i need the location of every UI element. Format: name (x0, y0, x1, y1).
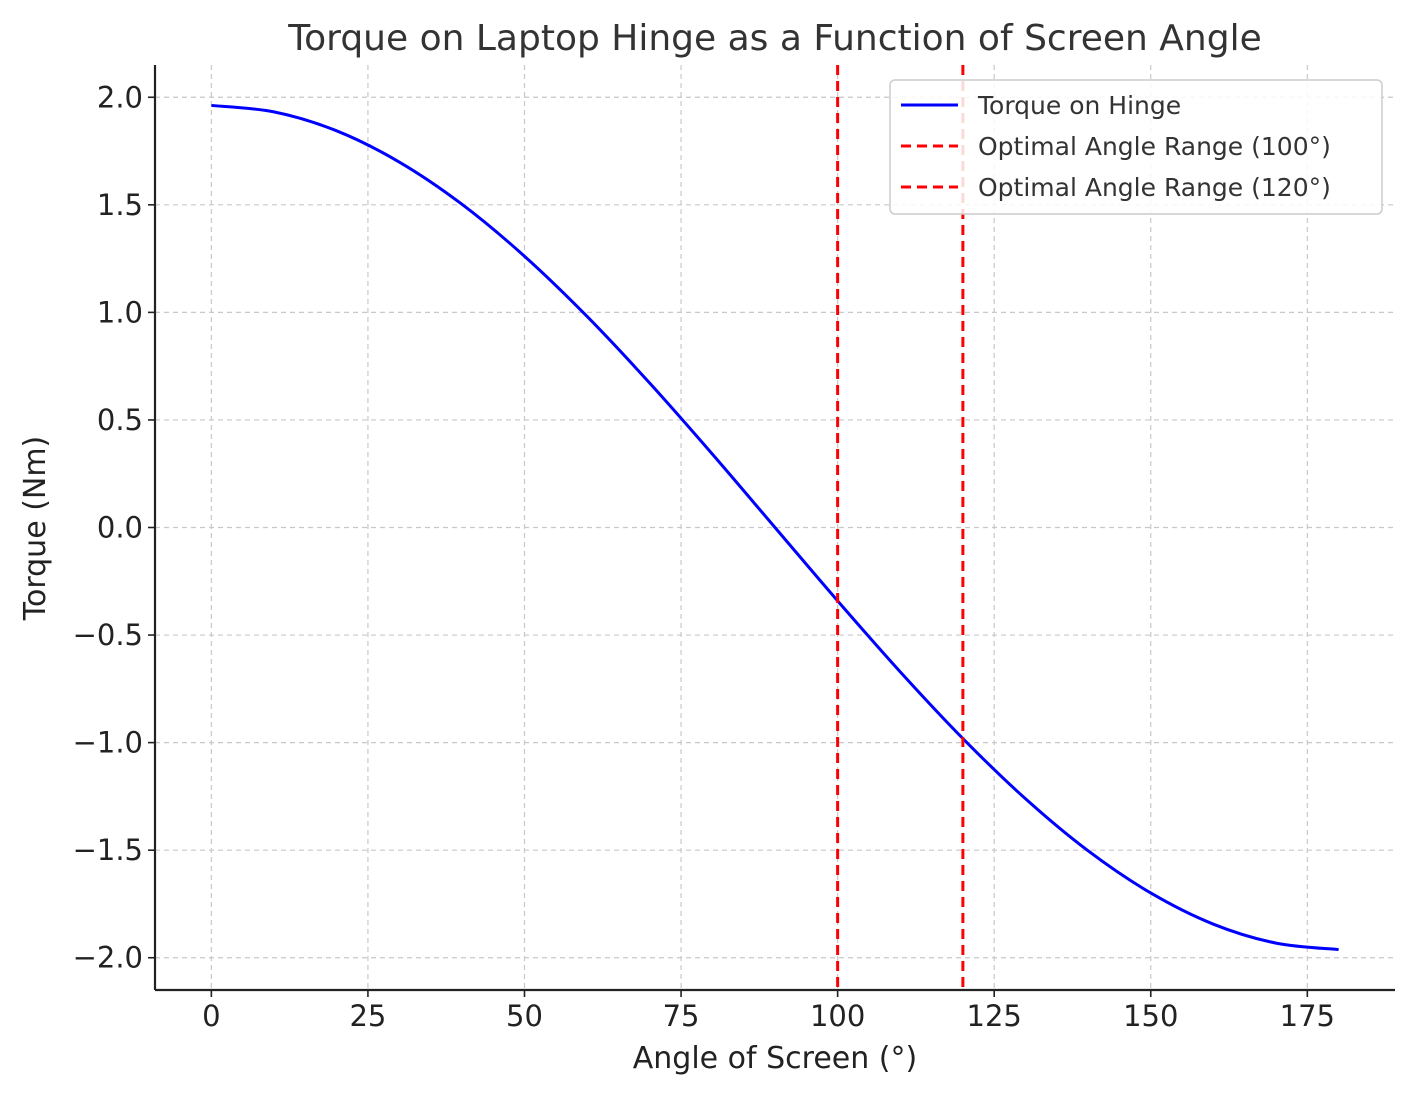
y-tick-label: 1.0 (97, 295, 143, 329)
y-tick-label: −0.5 (73, 618, 143, 652)
legend-box (889, 79, 1383, 215)
x-tick-label: 175 (1280, 999, 1335, 1033)
x-tick-label: 50 (506, 999, 543, 1033)
y-tick-label: 2.0 (97, 80, 143, 114)
x-tick-label: 150 (1123, 999, 1178, 1033)
x-tick-label: 75 (663, 999, 700, 1033)
y-tick-label: 0.0 (97, 511, 143, 545)
y-axis-label: Torque (Nm) (18, 436, 53, 622)
axes: 0 25 50 75 100 125 150 175 2.0 1.5 1.0 0.5 0.0 −0.5 −1… (73, 65, 1395, 1033)
x-tick-label: 25 (349, 999, 386, 1033)
series-line-torque (211, 103, 1339, 952)
legend-label: Optimal Angle Range (100°) (978, 132, 1331, 161)
y-tick-label: −2.0 (73, 941, 143, 975)
y-tick-label: 0.5 (97, 403, 143, 437)
x-tick-label: 125 (967, 999, 1022, 1033)
legend: Torque on Hinge Optimal Angle Range (100°… (889, 79, 1383, 215)
x-tick-label: 100 (810, 999, 865, 1033)
plot-area (211, 65, 1339, 990)
x-tick-label: 0 (202, 999, 220, 1033)
legend-label: Optimal Angle Range (120°) (978, 173, 1331, 202)
chart-title: Torque on Laptop Hinge as a Function of … (287, 18, 1261, 59)
y-tick-label: −1.0 (73, 726, 143, 760)
legend-label: Torque on Hinge (977, 91, 1181, 120)
x-axis-label: Angle of Screen (°) (633, 1041, 917, 1076)
y-tick-label: 1.5 (97, 188, 143, 222)
y-tick-label: −1.5 (73, 833, 143, 867)
grid-lines (155, 65, 1395, 990)
